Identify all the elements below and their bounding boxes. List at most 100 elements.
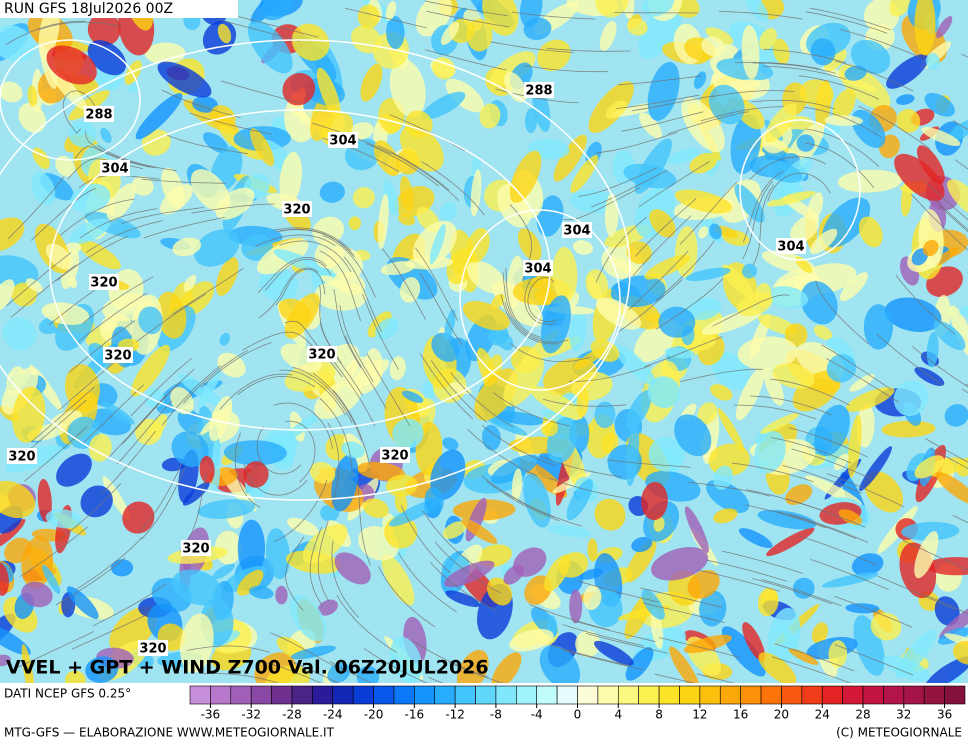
field-blob xyxy=(211,438,221,494)
field-blob xyxy=(171,431,209,467)
field-blob xyxy=(736,292,773,317)
field-blob xyxy=(626,390,652,430)
streamline xyxy=(30,187,97,241)
contour-label-bg xyxy=(328,132,358,148)
field-blob xyxy=(160,184,194,215)
field-blob xyxy=(273,249,326,274)
streamline xyxy=(616,94,700,109)
field-blob xyxy=(284,293,320,339)
streamline xyxy=(934,198,968,231)
field-blob xyxy=(894,153,945,201)
field-blob xyxy=(431,332,460,362)
streamline xyxy=(362,293,399,370)
field-blob xyxy=(738,528,773,548)
colorbar-tick-label: 36 xyxy=(937,708,952,722)
field-blob xyxy=(536,195,564,237)
field-blob xyxy=(442,521,467,539)
copyright: (C) METEOGIORNALE xyxy=(836,726,962,740)
field-blob xyxy=(348,216,362,231)
field-blob xyxy=(202,132,229,154)
field-blob xyxy=(102,476,130,520)
streamline xyxy=(655,278,724,330)
field-blob xyxy=(734,184,765,223)
streamline xyxy=(595,216,647,283)
field-blob xyxy=(236,569,264,596)
field-blob xyxy=(585,269,609,300)
contour-label: 288 xyxy=(85,108,112,123)
field-blob xyxy=(833,453,849,471)
field-blob xyxy=(766,527,815,557)
field-blob xyxy=(401,390,424,403)
field-blob xyxy=(653,516,665,532)
streamline xyxy=(390,152,460,201)
field-blob xyxy=(735,367,765,421)
streamline xyxy=(803,106,882,138)
colorbar-box xyxy=(536,685,558,705)
contour-label: 320 xyxy=(182,542,209,557)
streamline xyxy=(428,676,444,683)
field-blob xyxy=(893,380,929,417)
streamline xyxy=(712,294,790,327)
colorbar-box xyxy=(923,685,945,705)
colorbar-box xyxy=(781,685,803,705)
field-blob xyxy=(686,297,722,321)
field-blob xyxy=(758,652,797,683)
streamline xyxy=(895,274,956,335)
streamline xyxy=(510,343,590,363)
field-blob xyxy=(286,517,319,536)
field-blob xyxy=(933,320,966,351)
field-blob xyxy=(509,628,554,652)
field-blob xyxy=(390,636,423,683)
field-blob xyxy=(309,461,336,484)
field-blob xyxy=(548,524,591,538)
field-blob xyxy=(669,646,701,683)
streamline xyxy=(643,602,726,624)
field-blob xyxy=(763,367,784,406)
field-blob xyxy=(837,169,902,193)
field-blob xyxy=(925,557,968,576)
field-blob xyxy=(684,506,709,553)
contour xyxy=(0,39,141,161)
streamline xyxy=(821,344,893,391)
streamline xyxy=(770,378,850,406)
streamline xyxy=(273,402,333,449)
streamline xyxy=(542,398,627,407)
streamline xyxy=(378,565,436,628)
field-blob xyxy=(399,175,414,213)
field-blob xyxy=(760,412,800,434)
streamline xyxy=(563,187,641,221)
contour-label: 320 xyxy=(104,349,131,364)
field-blob xyxy=(483,414,528,436)
field-blob xyxy=(27,85,38,107)
field-blob xyxy=(212,563,235,580)
field-blob xyxy=(199,455,215,484)
streamline xyxy=(264,258,332,291)
streamline xyxy=(640,587,723,608)
colorbar-box xyxy=(699,685,721,705)
colorbar-box xyxy=(821,685,843,705)
streamline xyxy=(655,240,715,301)
field-blob xyxy=(759,28,777,51)
streamline xyxy=(218,19,301,42)
field-blob xyxy=(247,20,293,74)
field-blob xyxy=(614,344,656,385)
field-blob xyxy=(422,381,435,400)
colorbar-box xyxy=(903,685,925,705)
field-blob xyxy=(576,387,589,418)
field-blob xyxy=(487,577,513,606)
streamline xyxy=(450,372,515,428)
streamline xyxy=(698,569,780,592)
field-blob xyxy=(741,25,760,80)
field-blob xyxy=(12,386,46,443)
field-blob xyxy=(381,554,415,606)
field-blob xyxy=(948,119,968,142)
field-blob xyxy=(373,140,400,177)
streamline xyxy=(687,481,771,497)
streamline xyxy=(696,673,735,683)
colorbar-tick-label: 8 xyxy=(655,708,663,722)
field-blob xyxy=(177,373,223,407)
streamline xyxy=(183,349,249,404)
streamline xyxy=(434,541,501,594)
streamline xyxy=(345,7,427,29)
field-blob xyxy=(65,670,86,683)
